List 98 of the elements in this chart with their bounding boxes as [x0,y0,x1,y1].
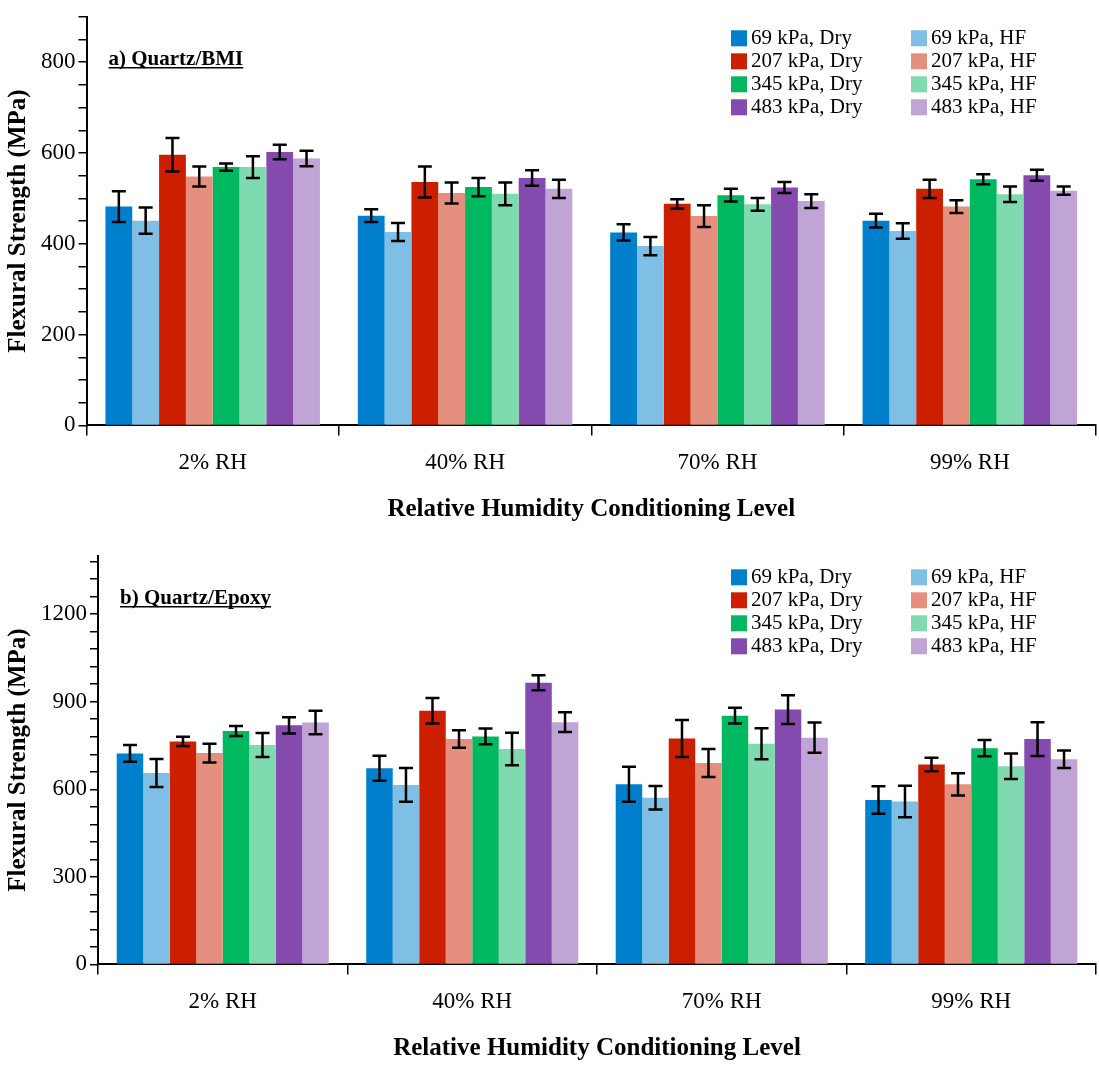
y-tick-label: 200 [41,320,76,346]
bar [610,232,637,425]
bar [302,722,329,964]
bar [491,193,519,425]
bar [545,188,573,425]
legend-label: 69 kPa, HF [931,24,1027,49]
bar [143,772,170,964]
legend-label: 483 kPa, HF [931,632,1037,657]
x-tick-label: 99% RH [931,988,1012,1014]
bar [918,764,945,964]
y-tick-label: 900 [52,687,87,713]
bar [212,167,240,425]
bar [721,715,749,964]
bar [642,797,669,964]
bar [717,195,745,425]
bar [275,725,303,964]
bar [384,232,412,425]
bar [771,187,798,425]
legend-label: 345 kPa, HF [931,609,1037,634]
x-axis-title: Relative Humidity Conditioning Level [393,1033,801,1061]
bar [196,753,223,964]
bar [392,784,420,964]
bar [636,246,664,425]
bar [249,744,276,964]
bar [366,768,393,964]
bar [1050,759,1078,964]
bar [472,736,499,964]
bar [551,722,579,964]
bar [1050,190,1078,425]
bar [797,201,825,425]
x-tick-label: 40% RH [432,988,513,1014]
bar [1024,739,1051,964]
x-axis-title: Relative Humidity Conditioning Level [387,494,796,522]
bar [438,192,466,425]
bar [695,763,722,964]
bar [498,749,526,964]
bar [996,194,1024,425]
bar [132,220,160,425]
bar [997,766,1025,964]
y-tick-label: 800 [41,48,76,74]
y-axis-title: Flexural Strength (MPa) [3,89,32,353]
x-tick-label: 70% RH [681,988,762,1014]
bar [891,801,919,964]
y-tick-label: 400 [41,229,76,255]
bar [419,710,446,964]
bar [971,748,998,964]
y-tick-label: 0 [64,411,76,437]
y-tick-label: 300 [52,862,87,888]
bar [748,743,775,964]
bar [943,206,970,425]
x-tick-label: 2% RH [188,988,257,1014]
bar [969,179,997,425]
legend-label: 207 kPa, HF [931,586,1037,611]
x-tick-label: 40% RH [425,449,505,475]
x-tick-label: 2% RH [178,449,247,475]
bar [445,739,473,964]
bar [169,741,197,964]
bar [159,154,186,425]
bar [293,158,320,425]
text: b) Quartz/Epoxy [120,584,272,609]
bar [239,167,267,425]
y-tick-label: 600 [41,139,76,165]
y-tick-label: 1200 [41,600,87,626]
legend-label: 207 kPa, HF [931,47,1037,72]
y-tick-label: 0 [75,950,87,976]
x-tick-label: 70% RH [677,449,758,475]
bar [889,231,917,425]
y-axis-title: Flexural Strength (MPa) [3,628,32,892]
bar [774,709,802,964]
legend-label: 69 kPa, HF [931,563,1027,588]
bar [411,182,439,425]
bar [116,753,144,964]
legend-label: 69 kPa, Dry [751,563,853,588]
bar [525,682,552,964]
legend-label: 345 kPa, HF [931,70,1037,95]
text: a) Quartz/BMI [108,45,244,70]
bar [465,187,492,425]
bar [916,188,943,425]
bar [1023,175,1051,425]
y-tick-label: 600 [52,775,87,801]
bar [357,215,385,425]
bar [222,730,250,964]
bar [862,220,890,425]
legend-label: 483 kPa, HF [931,93,1037,118]
bar [865,800,892,964]
bar [668,738,696,964]
bar [744,204,772,425]
bar [266,152,294,425]
legend-label: 69 kPa, Dry [751,24,853,49]
bar [663,203,691,425]
bar [944,784,972,964]
bar [185,176,213,425]
bar [690,216,718,425]
bar [801,737,828,964]
bar [615,784,643,964]
x-tick-label: 99% RH [929,449,1010,475]
bar [105,206,133,425]
bar [518,177,546,425]
